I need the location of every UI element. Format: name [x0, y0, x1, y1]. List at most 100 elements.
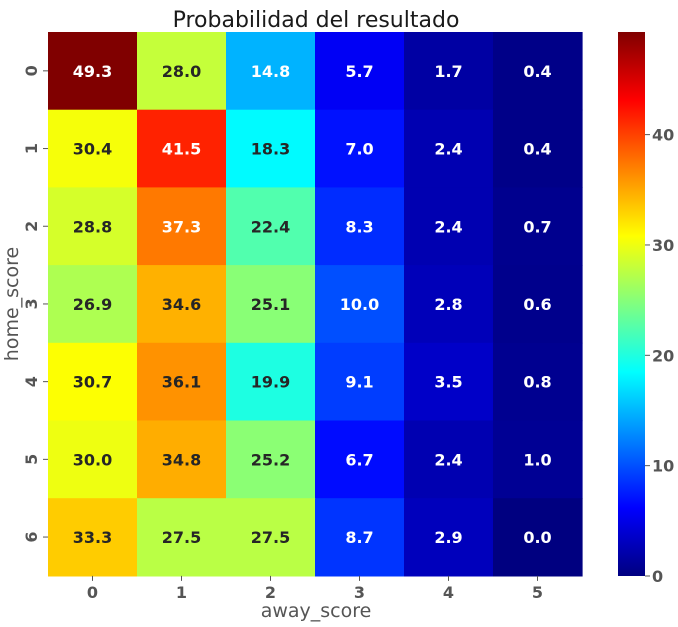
- heatmap-cell: [226, 342, 316, 422]
- cell-value-label: 49.3: [73, 62, 112, 81]
- cell-value-label: 9.1: [345, 373, 373, 392]
- heatmap-cell: [226, 187, 316, 266]
- colorbar-tick-label: 20: [652, 346, 674, 365]
- colorbar-tick-label: 40: [652, 126, 674, 145]
- heatmap-cell: [493, 342, 583, 422]
- cell-value-label: 2.4: [434, 450, 462, 469]
- cell-value-label: 6.7: [345, 450, 373, 469]
- cell-value-label: 0.0: [523, 528, 551, 547]
- heatmap-cell: [404, 420, 494, 499]
- x-axis-ticks: 0 1 2 3 4 5: [87, 575, 543, 602]
- cell-value-label: 34.6: [162, 295, 201, 314]
- heatmap-cell: [315, 498, 405, 577]
- y-tick-label: 3: [22, 298, 41, 309]
- heatmap-cell: [48, 265, 138, 344]
- heatmap-cell: [315, 109, 405, 188]
- colorbar-ticks: 0 10 20 30 40: [645, 126, 674, 586]
- cell-value-label: 0.4: [523, 140, 551, 159]
- cell-value-label: 27.5: [251, 528, 290, 547]
- x-tick-label: 5: [532, 583, 543, 602]
- cell-value-label: 30.4: [73, 140, 112, 159]
- cell-value-label: 25.1: [251, 295, 290, 314]
- heatmap-cell: [48, 342, 138, 422]
- cell-value-label: 41.5: [162, 140, 201, 159]
- heatmap-cell: [404, 32, 494, 111]
- y-tick-label: 6: [22, 531, 41, 542]
- heatmap-cell: [404, 187, 494, 266]
- heatmap-cell: [137, 32, 227, 111]
- cell-value-label: 0.6: [523, 295, 551, 314]
- cell-value-label: 2.8: [434, 295, 462, 314]
- cell-value-label: 0.8: [523, 373, 551, 392]
- heatmap-cell: [137, 342, 227, 422]
- cell-value-label: 14.8: [251, 62, 290, 81]
- y-tick-label: 0: [22, 65, 41, 76]
- cell-value-label: 1.0: [523, 450, 551, 469]
- cell-value-label: 7.0: [345, 140, 373, 159]
- x-tick-label: 1: [176, 583, 187, 602]
- cell-value-label: 27.5: [162, 528, 201, 547]
- cell-value-label: 22.4: [251, 217, 290, 236]
- heatmap-cell: [315, 187, 405, 266]
- cell-value-label: 3.5: [434, 373, 462, 392]
- colorbar: [618, 32, 645, 576]
- cell-value-label: 0.4: [523, 62, 551, 81]
- heatmap-cell: [226, 109, 316, 188]
- y-axis-label: home_score: [1, 247, 23, 361]
- heatmap-cell: [226, 32, 316, 111]
- heatmap-cell: [493, 187, 583, 266]
- chart-title: Probabilidad del resultado: [173, 8, 460, 33]
- heatmap-cells: 49.3 28.0 14.8 5.7 1.7 0.4 30.4 41.5 18.3 7.0 2.4 0…: [48, 32, 583, 577]
- heatmap-cell: [48, 109, 138, 188]
- cell-value-label: 1.7: [434, 62, 462, 81]
- cell-value-label: 10.0: [340, 295, 379, 314]
- heatmap-cell: [315, 342, 405, 422]
- y-tick-label: 5: [22, 454, 41, 465]
- y-tick-label: 4: [22, 376, 41, 387]
- heatmap-cell: [404, 498, 494, 577]
- cell-value-label: 28.0: [162, 62, 201, 81]
- heatmap-cell: [137, 109, 227, 188]
- x-axis-label: away_score: [261, 600, 372, 622]
- colorbar-tick-label: 10: [652, 457, 674, 476]
- heatmap-cell: [315, 420, 405, 499]
- cell-value-label: 30.0: [73, 450, 112, 469]
- y-tick-label: 2: [22, 221, 41, 232]
- heatmap-cell: [48, 187, 138, 266]
- heatmap-cell: [404, 109, 494, 188]
- heatmap-cell: [48, 498, 138, 577]
- cell-value-label: 36.1: [162, 373, 201, 392]
- heatmap-cell: [404, 265, 494, 344]
- heatmap-cell: [226, 498, 316, 577]
- cell-value-label: 26.9: [73, 295, 112, 314]
- cell-value-label: 33.3: [73, 528, 112, 547]
- heatmap-cell: [493, 420, 583, 499]
- y-tick-label: 1: [22, 143, 41, 154]
- x-tick-label: 0: [87, 583, 98, 602]
- cell-value-label: 5.7: [345, 62, 373, 81]
- cell-value-label: 25.2: [251, 450, 290, 469]
- cell-value-label: 28.8: [73, 217, 112, 236]
- x-tick-label: 2: [265, 583, 276, 602]
- cell-value-label: 37.3: [162, 217, 201, 236]
- cell-value-label: 30.7: [73, 373, 112, 392]
- heatmap-cell: [226, 265, 316, 344]
- cell-value-label: 2.9: [434, 528, 462, 547]
- cell-value-label: 0.7: [523, 217, 551, 236]
- heatmap-cell: [137, 265, 227, 344]
- cell-value-label: 19.9: [251, 373, 290, 392]
- y-axis-ticks: 0 1 2 3 4 5 6: [22, 65, 48, 543]
- cell-value-label: 2.4: [434, 217, 462, 236]
- heatmap-cell: [137, 420, 227, 499]
- heatmap-cell: [493, 498, 583, 577]
- heatmap-cell: [137, 498, 227, 577]
- cell-value-label: 18.3: [251, 140, 290, 159]
- heatmap-cell: [404, 342, 494, 422]
- x-tick-label: 3: [354, 583, 365, 602]
- heatmap-cell: [137, 187, 227, 266]
- heatmap-cell: [48, 420, 138, 499]
- cell-value-label: 2.4: [434, 140, 462, 159]
- heatmap-cell: [315, 32, 405, 111]
- heatmap-cell: [493, 265, 583, 344]
